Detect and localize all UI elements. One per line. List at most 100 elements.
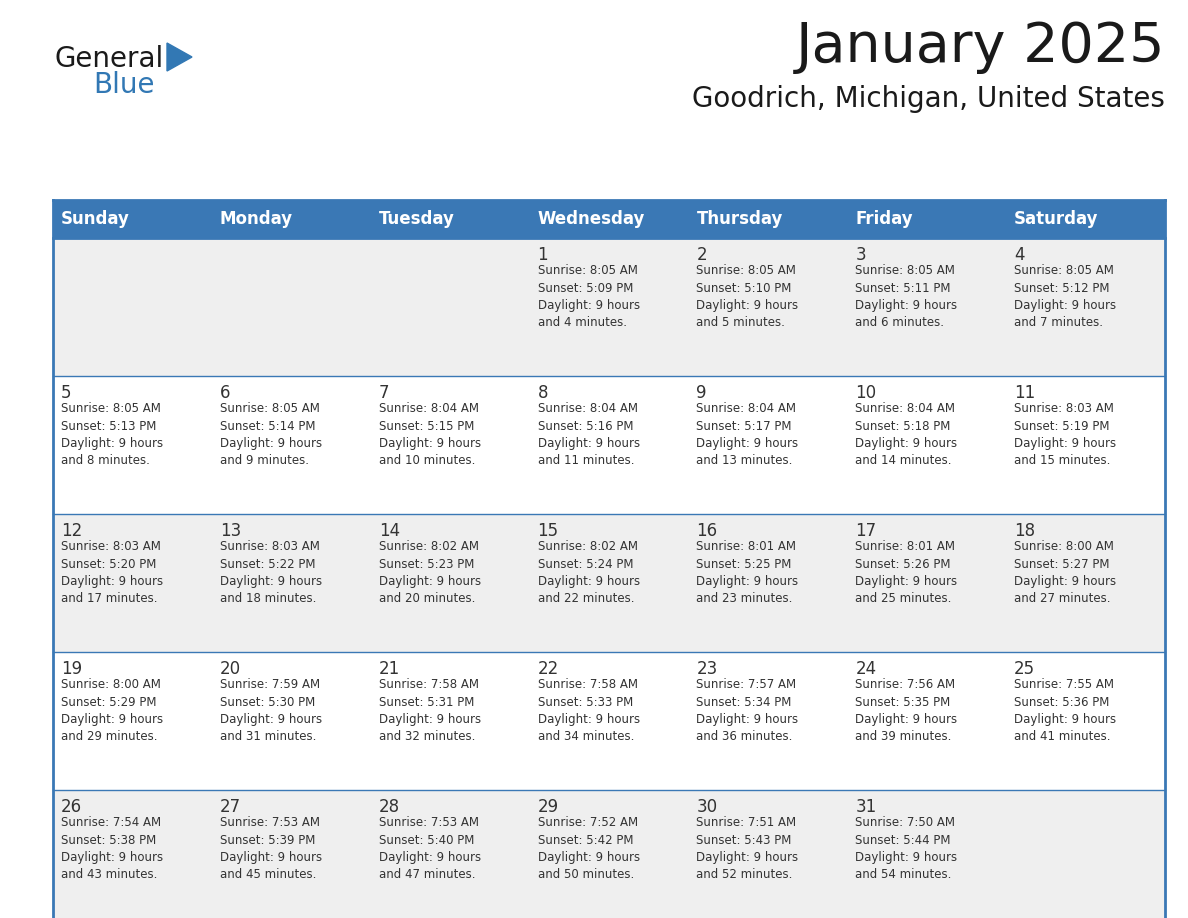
Bar — [211, 200, 371, 238]
Bar — [53, 514, 211, 652]
Text: Sunrise: 8:03 AM
Sunset: 5:19 PM
Daylight: 9 hours
and 15 minutes.: Sunrise: 8:03 AM Sunset: 5:19 PM Dayligh… — [1015, 402, 1117, 467]
Text: Sunrise: 8:02 AM
Sunset: 5:23 PM
Daylight: 9 hours
and 20 minutes.: Sunrise: 8:02 AM Sunset: 5:23 PM Dayligh… — [379, 540, 481, 606]
Bar — [688, 514, 847, 652]
Text: Sunrise: 8:00 AM
Sunset: 5:27 PM
Daylight: 9 hours
and 27 minutes.: Sunrise: 8:00 AM Sunset: 5:27 PM Dayligh… — [1015, 540, 1117, 606]
Text: January 2025: January 2025 — [796, 20, 1165, 74]
Text: Sunrise: 7:53 AM
Sunset: 5:39 PM
Daylight: 9 hours
and 45 minutes.: Sunrise: 7:53 AM Sunset: 5:39 PM Dayligh… — [220, 816, 322, 881]
Text: Goodrich, Michigan, United States: Goodrich, Michigan, United States — [693, 85, 1165, 113]
Bar — [530, 238, 688, 376]
Text: 31: 31 — [855, 798, 877, 816]
Text: Friday: Friday — [855, 210, 912, 228]
Text: Sunrise: 8:02 AM
Sunset: 5:24 PM
Daylight: 9 hours
and 22 minutes.: Sunrise: 8:02 AM Sunset: 5:24 PM Dayligh… — [538, 540, 639, 606]
Text: Sunrise: 8:04 AM
Sunset: 5:15 PM
Daylight: 9 hours
and 10 minutes.: Sunrise: 8:04 AM Sunset: 5:15 PM Dayligh… — [379, 402, 481, 467]
Text: 9: 9 — [696, 384, 707, 402]
Text: 3: 3 — [855, 246, 866, 264]
Polygon shape — [168, 43, 192, 71]
Text: Wednesday: Wednesday — [538, 210, 645, 228]
Text: 30: 30 — [696, 798, 718, 816]
Bar — [53, 376, 211, 514]
Bar — [371, 790, 530, 918]
Bar — [1006, 200, 1165, 238]
Text: Sunrise: 7:52 AM
Sunset: 5:42 PM
Daylight: 9 hours
and 50 minutes.: Sunrise: 7:52 AM Sunset: 5:42 PM Dayligh… — [538, 816, 639, 881]
Text: Monday: Monday — [220, 210, 293, 228]
Text: 10: 10 — [855, 384, 877, 402]
Text: Sunrise: 8:05 AM
Sunset: 5:12 PM
Daylight: 9 hours
and 7 minutes.: Sunrise: 8:05 AM Sunset: 5:12 PM Dayligh… — [1015, 264, 1117, 330]
Text: Sunrise: 8:03 AM
Sunset: 5:22 PM
Daylight: 9 hours
and 18 minutes.: Sunrise: 8:03 AM Sunset: 5:22 PM Dayligh… — [220, 540, 322, 606]
Text: Sunrise: 7:54 AM
Sunset: 5:38 PM
Daylight: 9 hours
and 43 minutes.: Sunrise: 7:54 AM Sunset: 5:38 PM Dayligh… — [61, 816, 163, 881]
Text: 25: 25 — [1015, 660, 1035, 678]
Text: 20: 20 — [220, 660, 241, 678]
Bar — [211, 376, 371, 514]
Bar — [1006, 514, 1165, 652]
Bar — [211, 652, 371, 790]
Bar — [1006, 238, 1165, 376]
Bar — [847, 238, 1006, 376]
Text: Sunrise: 8:01 AM
Sunset: 5:26 PM
Daylight: 9 hours
and 25 minutes.: Sunrise: 8:01 AM Sunset: 5:26 PM Dayligh… — [855, 540, 958, 606]
Bar — [371, 238, 530, 376]
Text: Sunrise: 8:03 AM
Sunset: 5:20 PM
Daylight: 9 hours
and 17 minutes.: Sunrise: 8:03 AM Sunset: 5:20 PM Dayligh… — [61, 540, 163, 606]
Bar — [53, 790, 211, 918]
Bar — [847, 652, 1006, 790]
Bar — [1006, 652, 1165, 790]
Text: 17: 17 — [855, 522, 877, 540]
Bar — [530, 514, 688, 652]
Text: Sunrise: 7:58 AM
Sunset: 5:31 PM
Daylight: 9 hours
and 32 minutes.: Sunrise: 7:58 AM Sunset: 5:31 PM Dayligh… — [379, 678, 481, 744]
Bar — [688, 238, 847, 376]
Text: Sunrise: 8:01 AM
Sunset: 5:25 PM
Daylight: 9 hours
and 23 minutes.: Sunrise: 8:01 AM Sunset: 5:25 PM Dayligh… — [696, 540, 798, 606]
Text: Sunrise: 8:05 AM
Sunset: 5:14 PM
Daylight: 9 hours
and 9 minutes.: Sunrise: 8:05 AM Sunset: 5:14 PM Dayligh… — [220, 402, 322, 467]
Bar — [688, 652, 847, 790]
Bar — [530, 376, 688, 514]
Text: Thursday: Thursday — [696, 210, 783, 228]
Bar — [530, 652, 688, 790]
Text: 24: 24 — [855, 660, 877, 678]
Bar — [530, 200, 688, 238]
Bar — [847, 200, 1006, 238]
Bar — [371, 514, 530, 652]
Text: 1: 1 — [538, 246, 548, 264]
Text: 16: 16 — [696, 522, 718, 540]
Bar — [530, 790, 688, 918]
Text: Saturday: Saturday — [1015, 210, 1099, 228]
Bar — [371, 376, 530, 514]
Text: Sunday: Sunday — [61, 210, 129, 228]
Bar — [211, 238, 371, 376]
Text: Sunrise: 8:05 AM
Sunset: 5:09 PM
Daylight: 9 hours
and 4 minutes.: Sunrise: 8:05 AM Sunset: 5:09 PM Dayligh… — [538, 264, 639, 330]
Text: Sunrise: 8:04 AM
Sunset: 5:17 PM
Daylight: 9 hours
and 13 minutes.: Sunrise: 8:04 AM Sunset: 5:17 PM Dayligh… — [696, 402, 798, 467]
Text: Sunrise: 7:59 AM
Sunset: 5:30 PM
Daylight: 9 hours
and 31 minutes.: Sunrise: 7:59 AM Sunset: 5:30 PM Dayligh… — [220, 678, 322, 744]
Text: Sunrise: 8:05 AM
Sunset: 5:10 PM
Daylight: 9 hours
and 5 minutes.: Sunrise: 8:05 AM Sunset: 5:10 PM Dayligh… — [696, 264, 798, 330]
Text: Sunrise: 8:04 AM
Sunset: 5:16 PM
Daylight: 9 hours
and 11 minutes.: Sunrise: 8:04 AM Sunset: 5:16 PM Dayligh… — [538, 402, 639, 467]
Bar — [688, 200, 847, 238]
Bar — [847, 514, 1006, 652]
Text: 13: 13 — [220, 522, 241, 540]
Bar — [53, 200, 211, 238]
Text: 7: 7 — [379, 384, 390, 402]
Text: 22: 22 — [538, 660, 558, 678]
Text: Sunrise: 8:00 AM
Sunset: 5:29 PM
Daylight: 9 hours
and 29 minutes.: Sunrise: 8:00 AM Sunset: 5:29 PM Dayligh… — [61, 678, 163, 744]
Text: Sunrise: 7:57 AM
Sunset: 5:34 PM
Daylight: 9 hours
and 36 minutes.: Sunrise: 7:57 AM Sunset: 5:34 PM Dayligh… — [696, 678, 798, 744]
Bar — [53, 238, 211, 376]
Text: 4: 4 — [1015, 246, 1024, 264]
Text: 18: 18 — [1015, 522, 1035, 540]
Text: 2: 2 — [696, 246, 707, 264]
Text: Sunrise: 7:53 AM
Sunset: 5:40 PM
Daylight: 9 hours
and 47 minutes.: Sunrise: 7:53 AM Sunset: 5:40 PM Dayligh… — [379, 816, 481, 881]
Bar — [371, 200, 530, 238]
Text: 14: 14 — [379, 522, 400, 540]
Text: Sunrise: 7:58 AM
Sunset: 5:33 PM
Daylight: 9 hours
and 34 minutes.: Sunrise: 7:58 AM Sunset: 5:33 PM Dayligh… — [538, 678, 639, 744]
Bar — [211, 514, 371, 652]
Text: Sunrise: 7:50 AM
Sunset: 5:44 PM
Daylight: 9 hours
and 54 minutes.: Sunrise: 7:50 AM Sunset: 5:44 PM Dayligh… — [855, 816, 958, 881]
Bar — [847, 790, 1006, 918]
Text: 15: 15 — [538, 522, 558, 540]
Text: 28: 28 — [379, 798, 400, 816]
Text: Sunrise: 7:55 AM
Sunset: 5:36 PM
Daylight: 9 hours
and 41 minutes.: Sunrise: 7:55 AM Sunset: 5:36 PM Dayligh… — [1015, 678, 1117, 744]
Bar — [847, 376, 1006, 514]
Bar — [371, 652, 530, 790]
Bar — [211, 790, 371, 918]
Text: Sunrise: 7:56 AM
Sunset: 5:35 PM
Daylight: 9 hours
and 39 minutes.: Sunrise: 7:56 AM Sunset: 5:35 PM Dayligh… — [855, 678, 958, 744]
Text: 26: 26 — [61, 798, 82, 816]
Bar — [688, 790, 847, 918]
Text: 11: 11 — [1015, 384, 1036, 402]
Text: Sunrise: 7:51 AM
Sunset: 5:43 PM
Daylight: 9 hours
and 52 minutes.: Sunrise: 7:51 AM Sunset: 5:43 PM Dayligh… — [696, 816, 798, 881]
Text: 23: 23 — [696, 660, 718, 678]
Text: 8: 8 — [538, 384, 548, 402]
Bar — [53, 652, 211, 790]
